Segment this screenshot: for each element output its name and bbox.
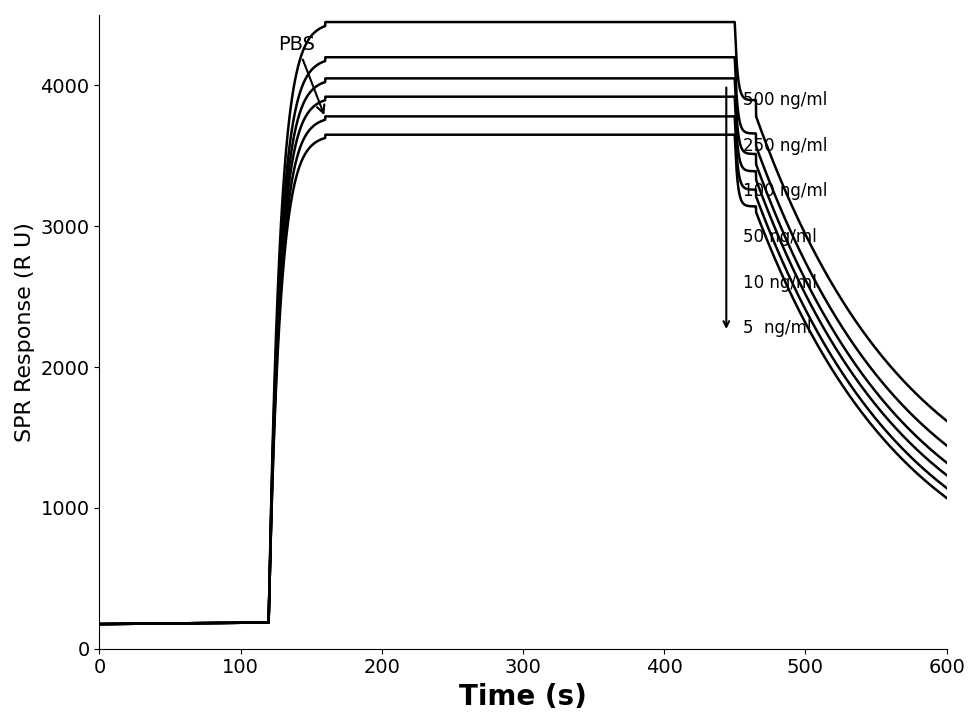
Text: 250 ng/ml: 250 ng/ml: [743, 136, 828, 155]
Text: 100 ng/ml: 100 ng/ml: [743, 182, 828, 200]
Text: 50 ng/ml: 50 ng/ml: [743, 228, 817, 246]
Text: 5  ng/ml: 5 ng/ml: [743, 319, 811, 337]
Text: 500 ng/ml: 500 ng/ml: [743, 91, 827, 109]
Text: 10 ng/ml: 10 ng/ml: [743, 274, 817, 292]
X-axis label: Time (s): Time (s): [459, 683, 587, 711]
Text: PBS: PBS: [278, 35, 324, 113]
Y-axis label: SPR Response (R U): SPR Response (R U): [15, 222, 35, 442]
